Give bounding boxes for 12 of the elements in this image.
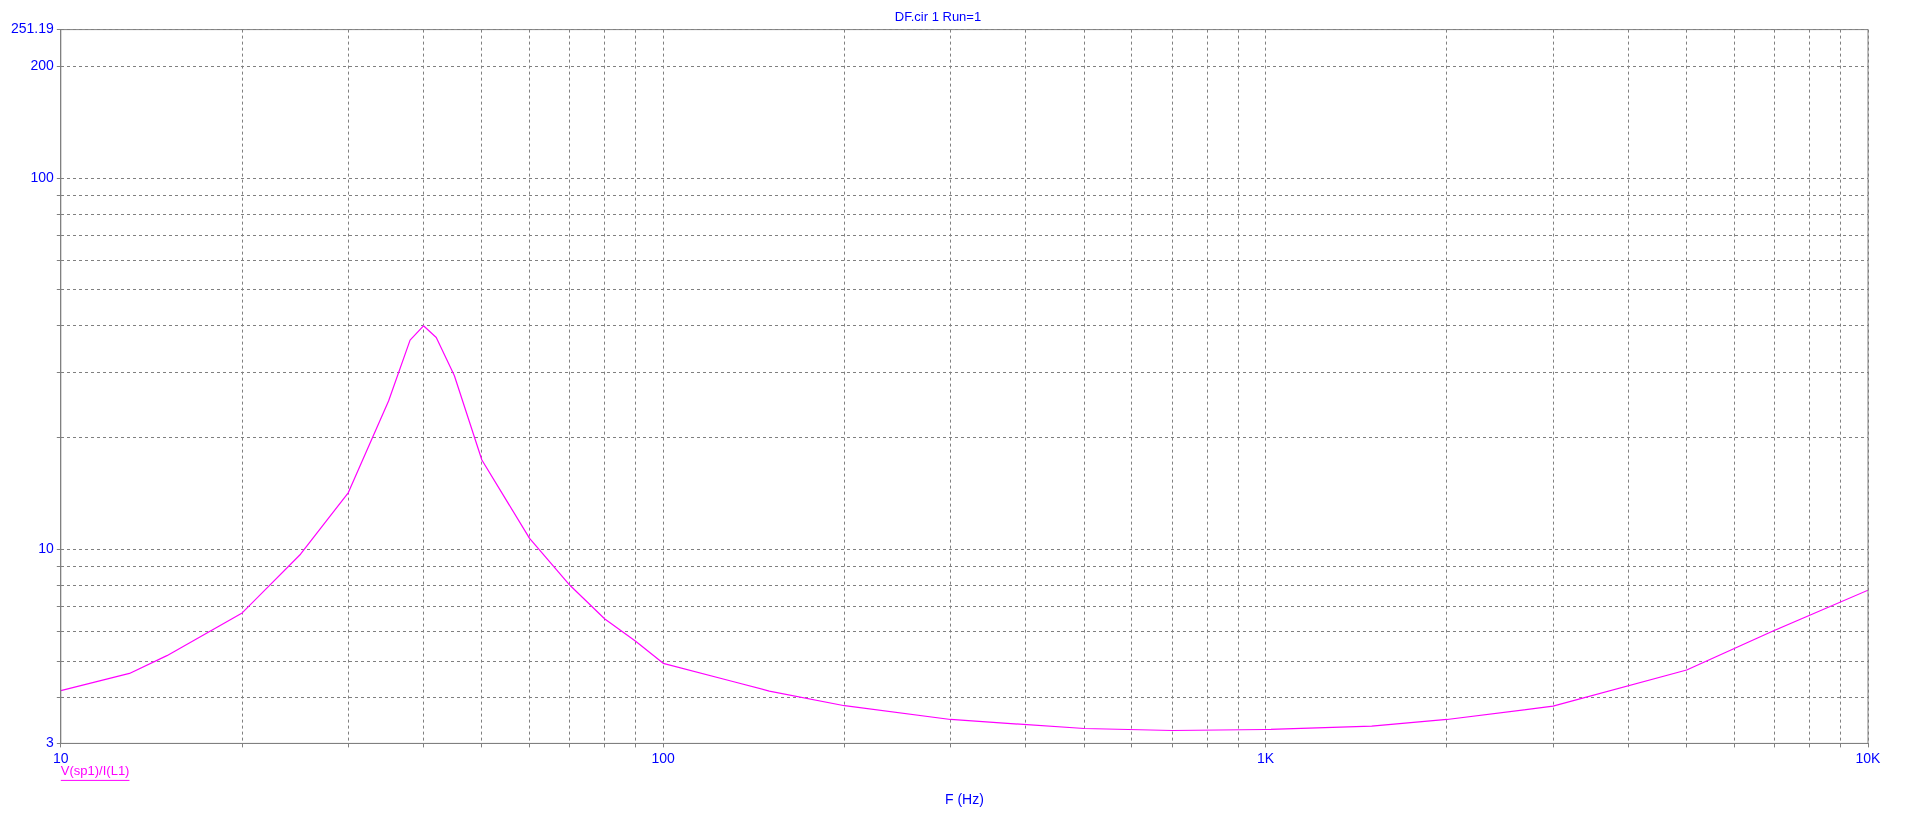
x-tick-label: 10 (53, 749, 69, 766)
y-tick-label: 251.19 (10, 20, 55, 37)
x-tick-label: 10K (1855, 749, 1882, 766)
chart-title: DF.cir 1 Run=1 (894, 9, 982, 25)
y-tick-label: 100 (30, 168, 55, 185)
y-tick-label: 200 (30, 57, 55, 74)
text: V(sp1)/I(L1) (60, 763, 130, 779)
x-tick-label: 100 (651, 749, 676, 766)
y-tick-label: 3 (46, 734, 55, 751)
x-axis-title: F (Hz) (944, 791, 984, 808)
y-tick-label: 10 (38, 540, 55, 557)
x-tick-label: 1K (1257, 749, 1275, 766)
